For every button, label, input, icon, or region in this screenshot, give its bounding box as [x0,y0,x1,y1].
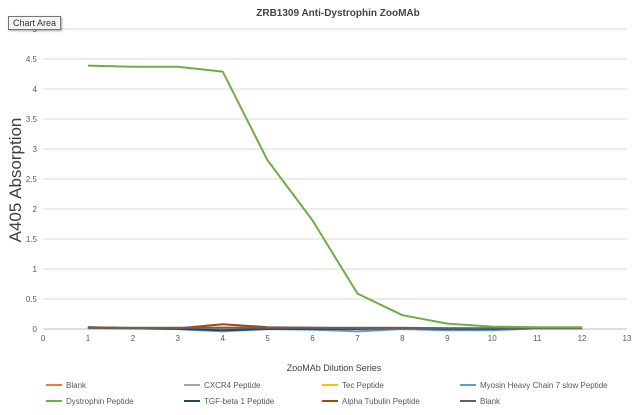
y-tick-label-2: 1 [33,265,38,274]
legend-label-5: TGF-beta 1 Peptide [204,397,275,406]
y-tick-label-3: 1.5 [26,235,38,244]
y-tick-label-1: 0.5 [26,295,38,304]
y-tick-label-7: 3.5 [26,115,38,124]
x-tick-label-1: 1 [86,334,91,343]
x-tick-label-11: 11 [533,334,542,343]
y-tick-label-6: 3 [33,145,38,154]
legend-label-4: Dystrophin Peptide [66,397,134,406]
x-tick-label-3: 3 [176,334,181,343]
y-tick-label-4: 2 [33,205,38,214]
series-line-7 [87,326,583,330]
x-tick-label-5: 5 [265,334,270,343]
chart-title: ZRB1309 Anti-Dystrophin ZooMAb [256,8,420,19]
x-tick-label-7: 7 [355,334,360,343]
x-tick-label-2: 2 [131,334,136,343]
series-line-4 [87,64,583,329]
legend-label-7: Blank [480,397,501,406]
y-axis-label: A405 Absorption [6,118,25,243]
x-tick-label-0: 0 [41,334,46,343]
gridlines [43,28,627,300]
y-axis-ticks: 00.511.522.533.544.55 [26,25,38,334]
legend-label-1: CXCR4 Peptide [204,381,261,390]
legend: Blank CXCR4 Peptide Tec Peptide Myosin Heav… [46,381,608,406]
x-tick-label-6: 6 [310,334,315,343]
x-axis-label: ZooMAb Dilution Series [287,363,382,373]
y-tick-label-5: 2.5 [26,175,38,184]
legend-label-0: Blank [66,381,87,390]
x-tick-label-10: 10 [488,334,497,343]
x-axis-ticks: 0 1 2 3 4 5 6 7 8 9 10 11 12 13 [41,334,632,343]
y-tick-label-8: 4 [33,85,38,94]
y-tick-label-0: 0 [33,325,38,334]
x-tick-label-13: 13 [623,334,632,343]
series-lines [87,64,583,333]
y-tick-label-9: 4.5 [26,55,38,64]
x-tick-label-8: 8 [400,334,405,343]
legend-label-2: Tec Peptide [342,381,384,390]
legend-label-3: Myosin Heavy Chain 7 slow Peptide [480,381,608,390]
legend-label-6: Alpha Tubulin Peptide [342,397,420,406]
x-tick-label-4: 4 [220,334,225,343]
x-tick-label-12: 12 [578,334,587,343]
chart-area-tooltip: Chart Area [8,16,62,30]
x-tick-label-9: 9 [445,334,450,343]
